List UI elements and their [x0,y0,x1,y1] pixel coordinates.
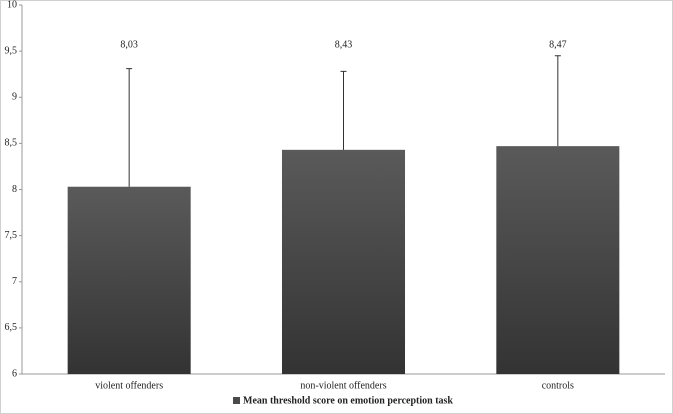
y-tick-label: 7 [12,276,17,287]
bar [496,146,620,374]
x-tick-label: violent offenders [95,380,163,391]
bar [67,186,191,374]
error-bar [126,68,133,187]
y-tick-label: 6,5 [5,322,18,333]
y-tick-label: 8,5 [5,138,18,149]
x-tick-label: non-violent offenders [300,380,386,391]
value-label: 8,43 [335,39,353,50]
x-tick-label: controls [542,380,574,391]
y-tick-label: 9 [12,92,17,103]
legend-swatch [233,397,240,404]
error-bar [340,70,347,150]
error-bar [554,55,561,147]
y-tick-label: 8 [12,184,17,195]
value-label: 8,47 [549,39,567,50]
legend-label: Mean threshold score on emotion percepti… [243,395,453,406]
bar [281,149,406,374]
y-tick-label: 9,5 [5,45,18,56]
value-label: 8,03 [120,39,138,50]
y-tick-label: 10 [7,0,17,10]
y-tick-label: 7,5 [5,230,18,241]
y-tick-label: 6 [12,368,17,379]
